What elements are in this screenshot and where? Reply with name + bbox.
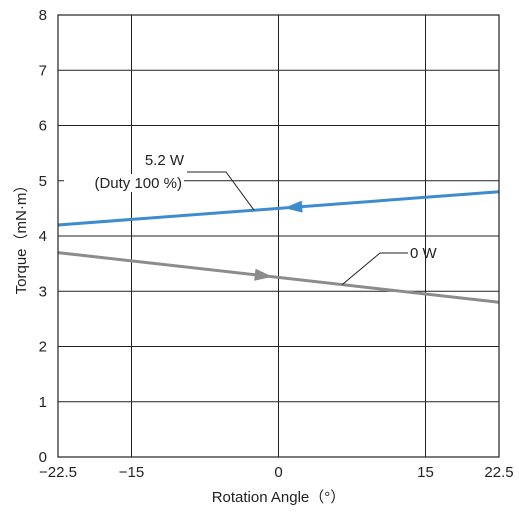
plot-frame	[57, 14, 500, 458]
series-line-0	[57, 190, 500, 227]
y-tick-label: 1	[39, 394, 47, 411]
y-tick-label: 3	[39, 283, 47, 300]
y-tick-label: 8	[39, 7, 47, 24]
annotation-layer: 5.2 W (Duty 100 %) 0 W	[64, 152, 438, 286]
y-tick-label: 2	[39, 339, 47, 356]
x-tick-label: 22.5	[484, 464, 513, 481]
series-arrow-1	[254, 268, 273, 281]
x-tick-label: 0	[274, 464, 282, 481]
x-tick-label: −15	[119, 464, 144, 481]
y-tick-labels: 0 1 2 3 4 5 6 7 8	[39, 7, 47, 466]
annotation-leader	[341, 252, 408, 286]
y-axis-label: Torque（mN·m）	[13, 178, 30, 295]
x-tick-labels: −22.5 −15 0 15 22.5	[39, 464, 514, 481]
x-tick-label: 15	[417, 464, 434, 481]
y-tick-label: 7	[39, 62, 47, 79]
series-arrow-0	[284, 200, 303, 213]
x-axis-label: Rotation Angle（°）	[212, 489, 346, 506]
grid-layer	[58, 15, 499, 457]
y-tick-label: 5	[39, 173, 47, 190]
series-layer	[57, 190, 500, 304]
y-tick-label: 4	[39, 228, 47, 245]
annotation-label: (Duty 100 %)	[94, 175, 182, 192]
annotation-label: 5.2 W	[145, 152, 185, 169]
y-tick-label: 0	[39, 449, 47, 466]
annotation-leader	[187, 171, 255, 211]
x-tick-label: −22.5	[39, 464, 77, 481]
annotation-label-backing	[64, 174, 184, 192]
series-line-1	[57, 251, 500, 304]
y-tick-label: 6	[39, 118, 47, 135]
annotation-label: 0 W	[410, 245, 438, 262]
